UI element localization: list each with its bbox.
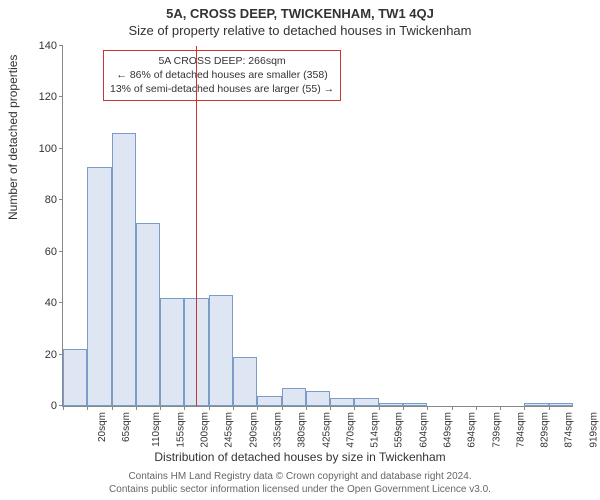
chart-address-title: 5A, CROSS DEEP, TWICKENHAM, TW1 4QJ xyxy=(0,0,600,21)
xtick-mark xyxy=(354,406,355,410)
footer-line2: Contains public sector information licen… xyxy=(0,483,600,496)
xtick-mark xyxy=(87,406,88,410)
xtick-label: 829sqm xyxy=(540,412,551,448)
xtick-mark xyxy=(257,406,258,410)
xtick-mark xyxy=(233,406,234,410)
xtick-mark xyxy=(209,406,210,410)
histogram-bar xyxy=(112,133,136,406)
xtick-label: 425sqm xyxy=(321,412,332,448)
histogram-bar xyxy=(160,298,184,406)
histogram-bar xyxy=(257,396,281,406)
property-marker-line xyxy=(196,46,197,406)
xtick-label: 604sqm xyxy=(418,412,429,448)
x-axis-label: Distribution of detached houses by size … xyxy=(0,450,600,464)
histogram-bar xyxy=(282,388,306,406)
xtick-label: 470sqm xyxy=(345,412,356,448)
xtick-label: 335sqm xyxy=(273,412,284,448)
ytick-mark xyxy=(59,45,63,46)
xtick-label: 65sqm xyxy=(121,412,132,442)
annotation-line1: 5A CROSS DEEP: 266sqm xyxy=(110,54,334,68)
ytick-label: 60 xyxy=(45,246,57,258)
xtick-mark xyxy=(160,406,161,410)
xtick-label: 694sqm xyxy=(467,412,478,448)
ytick-mark xyxy=(59,96,63,97)
xtick-label: 155sqm xyxy=(175,412,186,448)
histogram-bar xyxy=(524,403,548,406)
xtick-label: 514sqm xyxy=(370,412,381,448)
footer-line1: Contains HM Land Registry data © Crown c… xyxy=(0,470,600,483)
xtick-label: 20sqm xyxy=(97,412,108,442)
chart-subtitle: Size of property relative to detached ho… xyxy=(0,21,600,42)
chart-container: 5A, CROSS DEEP, TWICKENHAM, TW1 4QJ Size… xyxy=(0,0,600,500)
xtick-mark xyxy=(63,406,64,410)
ytick-label: 140 xyxy=(39,40,57,52)
annotation-line2: ← 86% of detached houses are smaller (35… xyxy=(110,68,334,82)
y-axis-label: Number of detached properties xyxy=(6,55,20,220)
ytick-mark xyxy=(59,302,63,303)
xtick-mark xyxy=(112,406,113,410)
plot-area: 5A CROSS DEEP: 266sqm ← 86% of detached … xyxy=(62,46,573,407)
xtick-label: 874sqm xyxy=(564,412,575,448)
ytick-label: 80 xyxy=(45,194,57,206)
xtick-label: 919sqm xyxy=(588,412,599,448)
histogram-bar xyxy=(403,403,427,406)
xtick-label: 245sqm xyxy=(224,412,235,448)
histogram-bar xyxy=(233,357,257,406)
ytick-label: 40 xyxy=(45,297,57,309)
xtick-mark xyxy=(379,406,380,410)
histogram-bar xyxy=(306,391,330,406)
xtick-label: 739sqm xyxy=(491,412,502,448)
histogram-bar xyxy=(330,398,354,406)
xtick-mark xyxy=(306,406,307,410)
xtick-label: 784sqm xyxy=(515,412,526,448)
histogram-bar xyxy=(136,223,160,406)
ytick-label: 100 xyxy=(39,143,57,155)
xtick-mark xyxy=(500,406,501,410)
xtick-mark xyxy=(427,406,428,410)
annotation-line3: 13% of semi-detached houses are larger (… xyxy=(110,82,334,96)
ytick-mark xyxy=(59,148,63,149)
ytick-label: 120 xyxy=(39,91,57,103)
histogram-bar xyxy=(209,295,233,406)
histogram-bar xyxy=(63,349,87,406)
xtick-label: 290sqm xyxy=(248,412,259,448)
xtick-mark xyxy=(403,406,404,410)
xtick-label: 110sqm xyxy=(150,412,161,447)
xtick-label: 380sqm xyxy=(297,412,308,448)
xtick-label: 200sqm xyxy=(200,412,211,448)
histogram-bar xyxy=(549,403,573,406)
annotation-box: 5A CROSS DEEP: 266sqm ← 86% of detached … xyxy=(103,50,341,101)
xtick-mark xyxy=(184,406,185,410)
histogram-bar xyxy=(354,398,378,406)
xtick-label: 559sqm xyxy=(394,412,405,448)
xtick-mark xyxy=(136,406,137,410)
xtick-mark xyxy=(282,406,283,410)
histogram-bar xyxy=(87,167,111,406)
ytick-label: 20 xyxy=(45,349,57,361)
histogram-bar xyxy=(379,403,403,406)
ytick-label: 0 xyxy=(51,400,57,412)
xtick-mark xyxy=(524,406,525,410)
ytick-mark xyxy=(59,251,63,252)
footer-credits: Contains HM Land Registry data © Crown c… xyxy=(0,470,600,496)
xtick-mark xyxy=(452,406,453,410)
xtick-mark xyxy=(549,406,550,410)
xtick-label: 649sqm xyxy=(443,412,454,448)
ytick-mark xyxy=(59,199,63,200)
xtick-mark xyxy=(476,406,477,410)
xtick-mark xyxy=(330,406,331,410)
